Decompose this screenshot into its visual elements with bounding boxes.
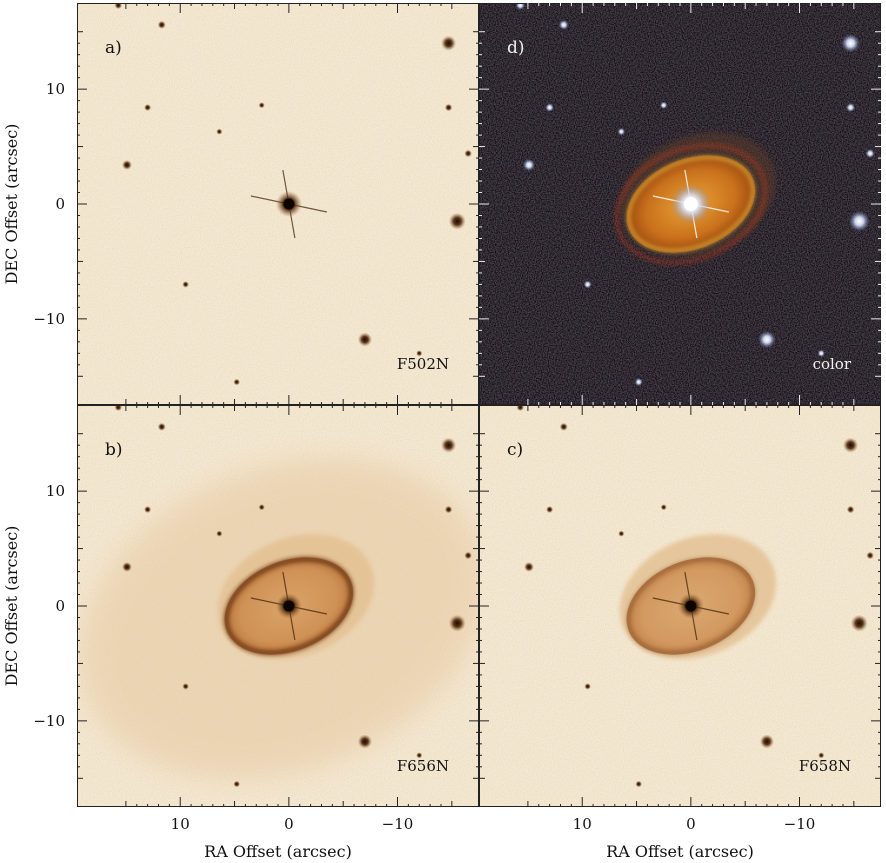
field-star (758, 330, 776, 349)
y-tick-label: 10 (46, 80, 65, 98)
filter-label: F502N (397, 355, 449, 373)
field-star (546, 505, 554, 514)
x-tick-label: −10 (784, 815, 816, 833)
filter-label: F656N (397, 757, 449, 775)
field-star (759, 734, 774, 749)
field-star (845, 102, 856, 113)
field-star (818, 752, 825, 759)
field-star (464, 149, 472, 158)
field-star (258, 504, 265, 511)
central-star (250, 571, 327, 641)
field-star (846, 505, 855, 514)
panel-id-label: b) (105, 440, 123, 460)
panel-a: a) F502N (77, 3, 479, 405)
central-star (652, 169, 729, 239)
panel-id-label: a) (105, 38, 122, 58)
panel-id-label: d) (507, 38, 525, 58)
y-tick-label: −10 (33, 310, 65, 328)
x-tick-label: 0 (686, 815, 696, 833)
y-tick-label: −10 (33, 712, 65, 730)
x-axis-title: RA Offset (arcsec) (204, 842, 352, 861)
panel-ticks (479, 3, 881, 405)
field-star (659, 101, 668, 109)
panel-b: b) F656N (77, 405, 479, 807)
y-tick-label: 0 (55, 597, 65, 615)
field-star (848, 210, 870, 232)
field-star (617, 127, 626, 136)
x-tick-label: 0 (284, 815, 294, 833)
field-star (584, 683, 591, 690)
field-star (157, 20, 166, 29)
field-star (444, 505, 453, 514)
field-star (843, 437, 859, 453)
field-star (416, 752, 423, 759)
field-star (441, 437, 457, 453)
field-star (866, 551, 874, 560)
field-star (850, 614, 868, 632)
field-star (522, 158, 536, 171)
field-star (216, 530, 223, 537)
field-star (182, 281, 189, 288)
panel-id-label: c) (507, 440, 523, 460)
field-star (558, 19, 569, 30)
filter-label: color (813, 355, 852, 373)
field-star (233, 378, 241, 386)
field-star (524, 561, 534, 572)
panel-ticks (77, 405, 479, 807)
y-axis-title: DEC Offset (arcsec) (2, 526, 21, 687)
field-star (583, 280, 592, 289)
field-star (559, 422, 568, 431)
field-star (464, 551, 472, 560)
field-star (444, 103, 453, 112)
field-star (216, 128, 223, 135)
field-star (144, 505, 152, 514)
field-star (817, 349, 826, 358)
central-star (652, 571, 729, 641)
field-star (515, 3, 525, 10)
x-tick-label: 10 (573, 815, 592, 833)
field-star (258, 102, 265, 109)
x-tick-label: 10 (171, 815, 190, 833)
y-tick-label: 10 (46, 482, 65, 500)
field-star (122, 561, 132, 572)
panel-c: c) F658N (479, 405, 881, 807)
panel-ticks (479, 405, 881, 807)
filter-label: F658N (799, 757, 851, 775)
field-star (516, 405, 525, 412)
field-star (634, 377, 643, 387)
field-star (545, 103, 554, 112)
field-star (660, 504, 667, 511)
field-star (635, 780, 643, 788)
field-star (114, 3, 123, 10)
x-tick-label: −10 (382, 815, 414, 833)
central-star (250, 169, 327, 239)
field-star (441, 35, 457, 51)
field-star (416, 350, 423, 357)
field-star (357, 734, 372, 749)
field-star (122, 159, 132, 170)
field-star (448, 212, 466, 230)
field-star (865, 148, 875, 159)
field-star (144, 103, 152, 112)
field-star (357, 332, 372, 347)
panel-d: d) color (479, 3, 881, 405)
field-star (233, 780, 241, 788)
x-axis-title: RA Offset (arcsec) (606, 842, 754, 861)
field-star (448, 614, 466, 632)
field-star (841, 34, 860, 53)
field-star (182, 683, 189, 690)
y-tick-label: 0 (55, 195, 65, 213)
field-star (157, 422, 166, 431)
y-axis-title: DEC Offset (arcsec) (2, 124, 21, 285)
field-star (618, 530, 625, 537)
panel-ticks (77, 3, 479, 405)
field-star (114, 405, 123, 412)
